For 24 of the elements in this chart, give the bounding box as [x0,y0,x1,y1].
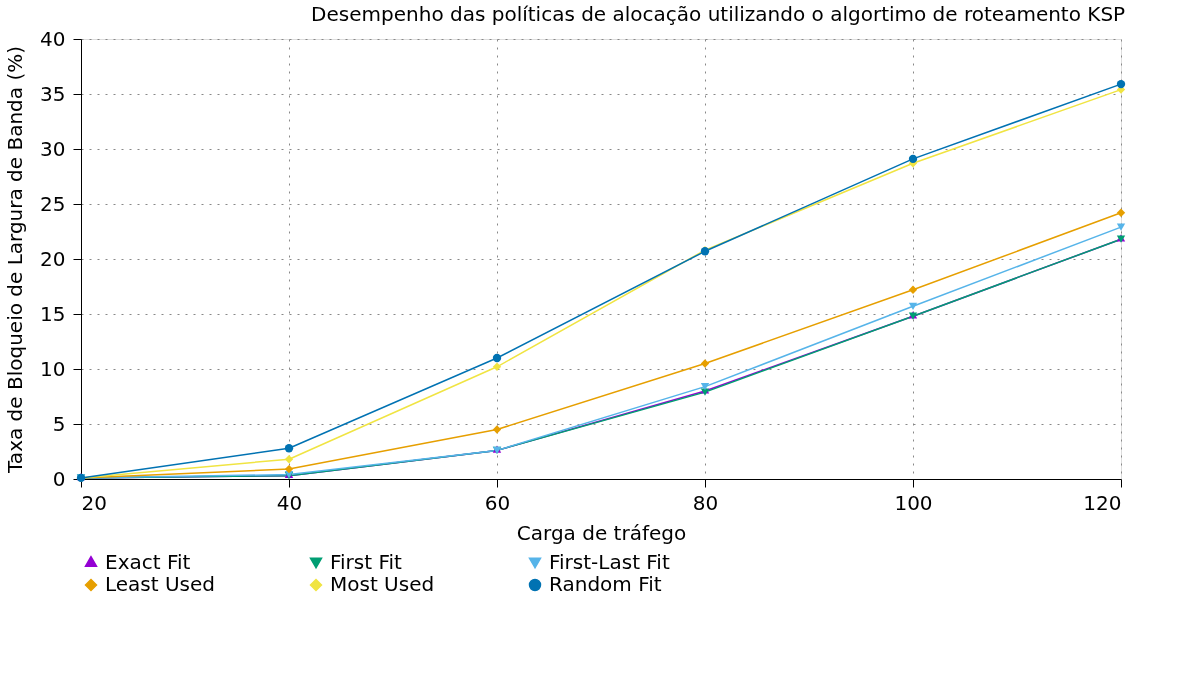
y-tick-label: 35 [40,81,66,106]
x-axis-title: Carga de tráfego [516,520,687,545]
chart-title: Desempenho das políticas de alocação utilizando o algortimo de roteamento KSP [311,2,1126,26]
legend-label: Most Used [330,572,435,596]
x-tick-label: 80 [692,490,719,515]
x-tick-label: 20 [81,490,107,515]
legend-label: First Fit [330,550,403,574]
legend-label: Least Used [105,572,216,596]
y-tick-label: 25 [40,191,66,216]
y-tick-label: 5 [52,411,66,436]
y-tick-label: 20 [40,246,66,271]
y-tick-label: 15 [40,301,66,326]
x-tick-label: 40 [276,490,303,515]
y-tick-label: 10 [40,356,66,381]
x-tick-label: 60 [484,490,511,515]
y-axis-title: Taxa de Bloqueio de Largura de Banda (%) [3,45,28,475]
y-tick-label: 40 [40,26,66,51]
y-tick-label: 0 [52,466,66,491]
x-tick-label: 100 [894,490,933,515]
legend-label: First-Last Fit [549,550,670,574]
x-tick-label: 120 [1083,490,1122,515]
legend-label: Exact Fit [105,550,191,574]
y-tick-label: 30 [40,136,66,161]
legend-label: Random Fit [549,572,662,596]
